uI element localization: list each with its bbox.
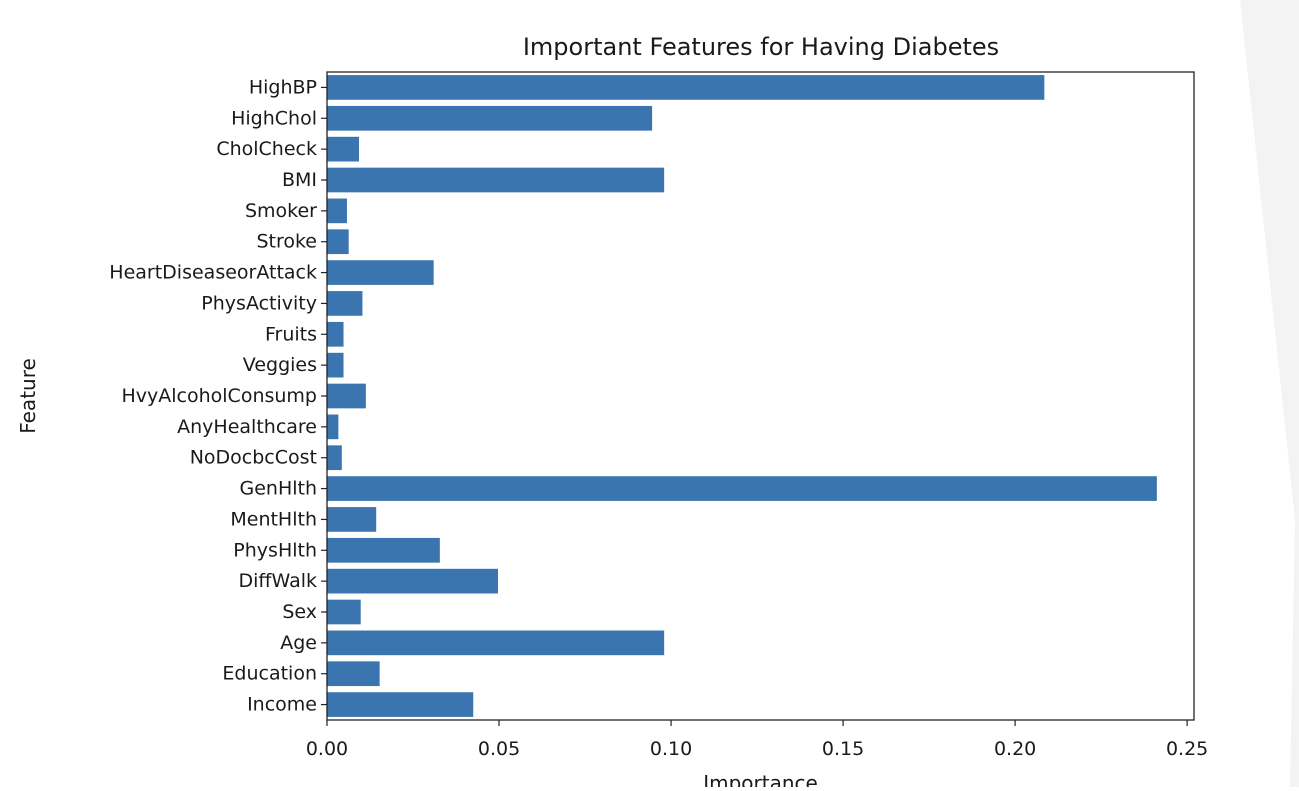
chart-title: Important Features for Having Diabetes (523, 33, 999, 61)
x-axis-label: Importance (703, 771, 818, 787)
x-tick-label: 0.25 (1166, 738, 1208, 760)
y-tick-label: BMI (282, 169, 317, 191)
y-tick-label: Stroke (256, 231, 317, 253)
bar-fruits (327, 321, 344, 347)
bar-heartdiseaseorattack (327, 260, 434, 285)
plot-frame (326, 71, 1195, 721)
y-tick-label: HvyAlcoholConsump (121, 385, 317, 407)
y-tick-label: Income (247, 694, 317, 716)
bars-group (327, 75, 1157, 717)
x-tick-label: 0.05 (478, 738, 520, 760)
bar-smoker (327, 198, 347, 224)
y-tick-label: Education (222, 663, 317, 685)
y-tick-label: Veggies (243, 354, 317, 376)
bar-income (327, 692, 474, 717)
y-tick-label: MentHlth (230, 508, 317, 530)
y-tick-label: PhysActivity (201, 292, 317, 314)
y-tick-label: NoDocbcCost (190, 447, 317, 469)
y-tick-label: Age (280, 632, 317, 654)
y-tick-label: HighChol (231, 107, 317, 129)
bar-highbp (327, 75, 1045, 100)
bar-bmi (327, 167, 665, 193)
y-tick-label: DiffWalk (239, 570, 318, 592)
x-tick-label: 0.00 (306, 738, 348, 760)
x-tick-label: 0.15 (822, 738, 864, 760)
y-tick-label: Sex (282, 601, 317, 623)
y-tick-label: HeartDiseaseorAttack (109, 262, 317, 284)
bar-nodocbccost (327, 445, 342, 471)
bar-stroke (327, 229, 349, 255)
y-tick-label: GenHlth (239, 478, 317, 500)
bar-physhlth (327, 537, 440, 563)
y-tick-label: CholCheck (216, 138, 317, 160)
bar-diffwalk (327, 568, 498, 594)
y-axis-label: Feature (16, 358, 40, 434)
bar-hvyalcoholconsump (327, 383, 366, 409)
bar-education (327, 661, 380, 687)
bar-age (327, 630, 665, 656)
bar-menthlth (327, 507, 377, 532)
bar-sex (327, 599, 361, 625)
y-tick-label: Smoker (245, 200, 317, 222)
y-tick-label: AnyHealthcare (177, 416, 317, 438)
bar-highchol (327, 105, 653, 131)
y-axis-ticks: HighBP HighChol CholCheck BMI Smoker Stroke He… (109, 76, 327, 716)
x-tick-label: 0.20 (994, 738, 1036, 760)
background-panel-shape (1240, 0, 1299, 787)
y-tick-label: Fruits (265, 323, 317, 345)
x-tick-label: 0.10 (650, 738, 692, 760)
background-panel (1230, 0, 1299, 787)
y-tick-label: HighBP (249, 76, 317, 98)
x-axis-ticks: 0.00 0.05 0.10 0.15 0.20 0.25 (306, 720, 1208, 760)
bar-veggies (327, 352, 344, 378)
bar-anyhealthcare (327, 414, 339, 440)
chart: Important Features for Having Diabetes H… (16, 33, 1208, 787)
bar-physactivity (327, 291, 363, 316)
bar-genhlth (327, 476, 1157, 501)
bar-cholcheck (327, 136, 359, 162)
y-tick-label: PhysHlth (233, 539, 317, 561)
